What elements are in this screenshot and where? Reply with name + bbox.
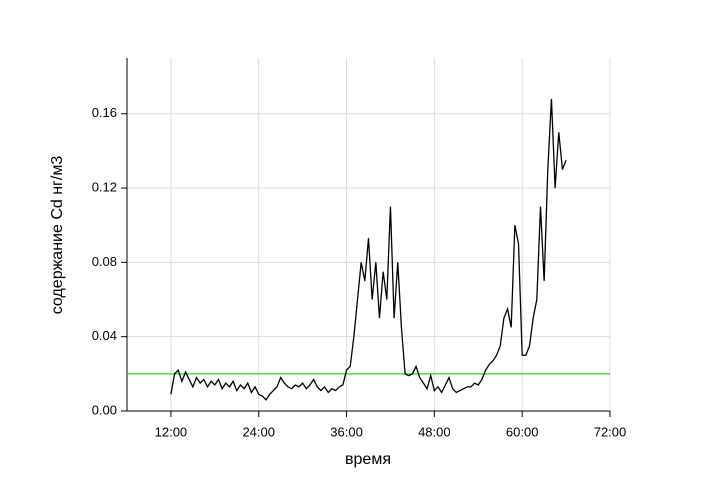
x-tick-label: 36:00	[330, 424, 363, 439]
y-axis-label: содержание Cd нг/м3	[49, 156, 66, 315]
y-tick-label: 0.08	[92, 254, 117, 269]
x-tick-label: 72:00	[594, 424, 627, 439]
y-tick-label: 0.12	[92, 179, 117, 194]
x-tick-label: 24:00	[242, 424, 275, 439]
y-tick-label: 0.16	[92, 105, 117, 120]
x-tick-label: 60:00	[506, 424, 539, 439]
y-tick-label: 0.00	[92, 402, 117, 417]
data-line	[170, 98, 567, 401]
x-axis-label: время	[345, 451, 391, 468]
x-tick-label: 12:00	[155, 424, 188, 439]
y-tick-label: 0.04	[92, 328, 117, 343]
x-tick-label: 48:00	[418, 424, 451, 439]
